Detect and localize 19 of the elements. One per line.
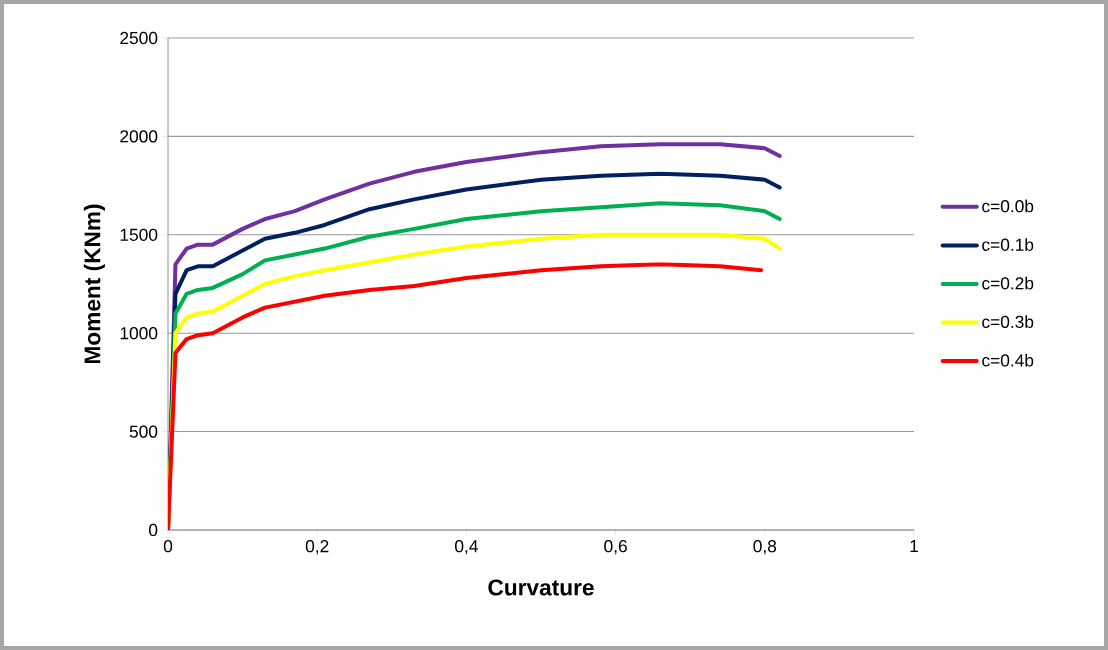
x-tick-label: 1 (910, 540, 918, 552)
y-axis-title: Moment (KNm) (83, 204, 105, 364)
y-tick-label: 500 (129, 425, 158, 438)
x-tick-label: 0,4 (455, 540, 478, 555)
x-tick-label: 0,2 (305, 540, 329, 555)
legend-label: c=0.3b (982, 315, 1034, 328)
x-tick-label: 0,8 (753, 540, 777, 555)
legend-label: c=0.0b (982, 199, 1034, 213)
legend-label: c=0.4b (982, 353, 1034, 367)
y-tick-label: 0 (148, 523, 158, 537)
y-tick-label: 2000 (120, 130, 158, 143)
y-tick-label: 2500 (120, 31, 158, 45)
legend-label: c=0.1b (982, 238, 1034, 251)
x-tick-label: 0,6 (604, 540, 627, 555)
y-tick-label: 1500 (120, 228, 158, 241)
legend-label: c=0.2b (982, 276, 1034, 290)
x-tick-label: 0 (163, 540, 173, 553)
x-axis-title: Curvature (488, 579, 594, 596)
y-tick-label: 1000 (120, 327, 158, 340)
